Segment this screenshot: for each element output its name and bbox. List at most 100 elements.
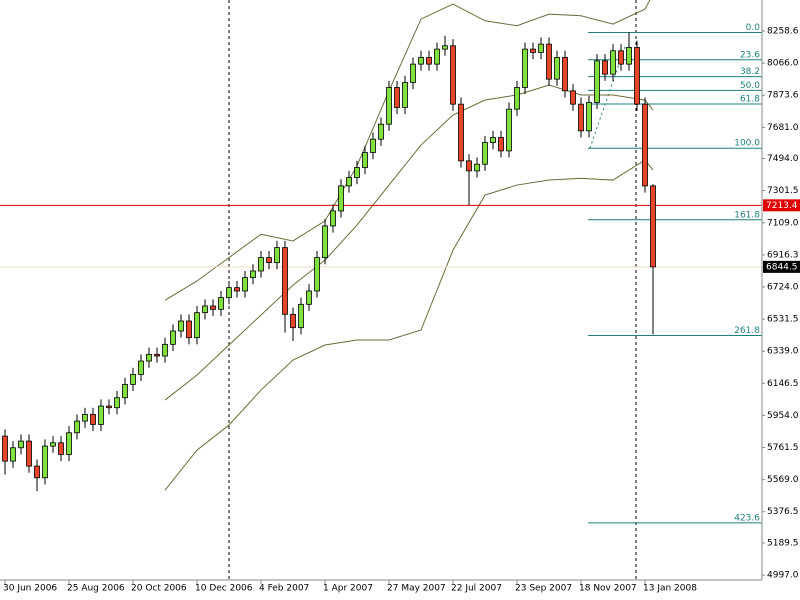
x-tick-label: 20 Oct 2006 [131, 584, 187, 594]
candle-body [338, 185, 344, 212]
candle-body [154, 353, 160, 357]
fib-label: 23.6 [740, 50, 760, 60]
y-tick-label: 7109.0 [767, 218, 799, 228]
current-price-label: 6844.5 [766, 262, 798, 272]
candle-body [594, 60, 600, 103]
candle-body [298, 303, 304, 329]
candle-body [634, 47, 640, 105]
candle-body [106, 405, 112, 409]
candle-body [130, 373, 136, 385]
candle-body [226, 287, 232, 299]
candle-body [626, 47, 632, 65]
candle-body [98, 405, 104, 425]
x-tick-label: 13 Jan 2008 [643, 584, 697, 594]
candle-body [250, 270, 256, 279]
x-tick-label: 10 Dec 2006 [195, 584, 253, 594]
candle-body [578, 103, 584, 132]
candle-body [90, 414, 96, 425]
candle-body [314, 257, 320, 292]
y-tick-label: 8258.6 [767, 27, 799, 37]
candle-body [274, 247, 280, 264]
candle-body [50, 442, 56, 447]
candle-body [370, 138, 376, 153]
x-tick-label: 30 Jun 2006 [3, 584, 57, 594]
candle-body [482, 142, 488, 165]
candle-body [290, 313, 296, 329]
bollinger-lower [164, 159, 654, 491]
candle-body [410, 63, 416, 83]
plot-area [0, 0, 762, 580]
candle-body [418, 57, 424, 65]
alert-tag-label: 7213.4 [766, 201, 798, 211]
y-tick-label: 7873.6 [767, 91, 799, 101]
candle-body [146, 353, 152, 362]
y-tick-label: 5954.0 [767, 411, 799, 421]
candle-body [330, 210, 336, 227]
alert-tag [763, 199, 800, 212]
candle-body [74, 420, 80, 434]
candle-body [114, 397, 120, 409]
x-tick-label: 4 Feb 2007 [259, 584, 309, 594]
y-tick-label: 6339.0 [767, 347, 799, 357]
candle-body [546, 43, 552, 80]
candle-body [346, 177, 352, 187]
candle-body [450, 45, 456, 105]
y-tick-label: 6916.3 [767, 250, 799, 260]
candle-body [426, 57, 432, 65]
x-tick-label: 22 Jul 2007 [451, 584, 502, 594]
y-tick-label: 7301.5 [767, 186, 799, 196]
bollinger-middle [164, 84, 654, 401]
x-tick-label: 27 May 2007 [387, 584, 446, 594]
y-tick-label: 7494.0 [767, 154, 799, 164]
y-tick-label: 5189.5 [767, 538, 799, 548]
candle-body [386, 87, 392, 125]
candle-body [138, 360, 144, 375]
candle-body [522, 48, 528, 88]
y-tick-label: 5376.5 [767, 507, 799, 517]
candle-body [242, 277, 248, 292]
candle-body [394, 87, 400, 108]
candle-body [282, 247, 288, 315]
candle-body [18, 440, 24, 449]
candle-body [10, 447, 16, 462]
candle-body [458, 103, 464, 162]
candle-body [82, 414, 88, 422]
candle-body [26, 440, 32, 467]
candle-body [354, 167, 360, 178]
candle-body [218, 297, 224, 310]
fib-label: 161.8 [734, 210, 760, 220]
candle-body [306, 290, 312, 305]
candle-body [610, 50, 616, 75]
candle-body [402, 82, 408, 108]
candle-body [602, 60, 608, 75]
candle-body [34, 465, 40, 479]
candle-body [170, 330, 176, 345]
y-tick-label: 8066.0 [767, 59, 799, 69]
candle-body [490, 137, 496, 143]
candle-body [466, 160, 472, 172]
fib-label: 61.8 [740, 94, 760, 104]
x-tick-label: 18 Nov 2007 [579, 584, 637, 594]
candle-body [618, 50, 624, 65]
y-tick-label: 6146.5 [767, 379, 799, 389]
y-tick-label: 7681.0 [767, 123, 799, 133]
fib-label: 0.0 [746, 23, 761, 33]
candle-body [474, 163, 480, 172]
candle-body [42, 445, 48, 479]
candle-body [562, 57, 568, 92]
y-tick-label: 5569.0 [767, 475, 799, 485]
candle-body [162, 343, 168, 357]
candle-body [362, 152, 368, 168]
current-price-tag [763, 260, 800, 273]
candle-body [258, 257, 264, 272]
candle-body [210, 305, 216, 310]
candle-body [530, 48, 536, 53]
candle-body [266, 257, 272, 264]
y-tick-label: 6531.5 [767, 315, 799, 325]
candle-body [554, 57, 560, 80]
fib-label: 423.6 [734, 513, 760, 523]
x-tick-label: 23 Sep 2007 [515, 584, 572, 594]
candle-body [642, 103, 648, 187]
